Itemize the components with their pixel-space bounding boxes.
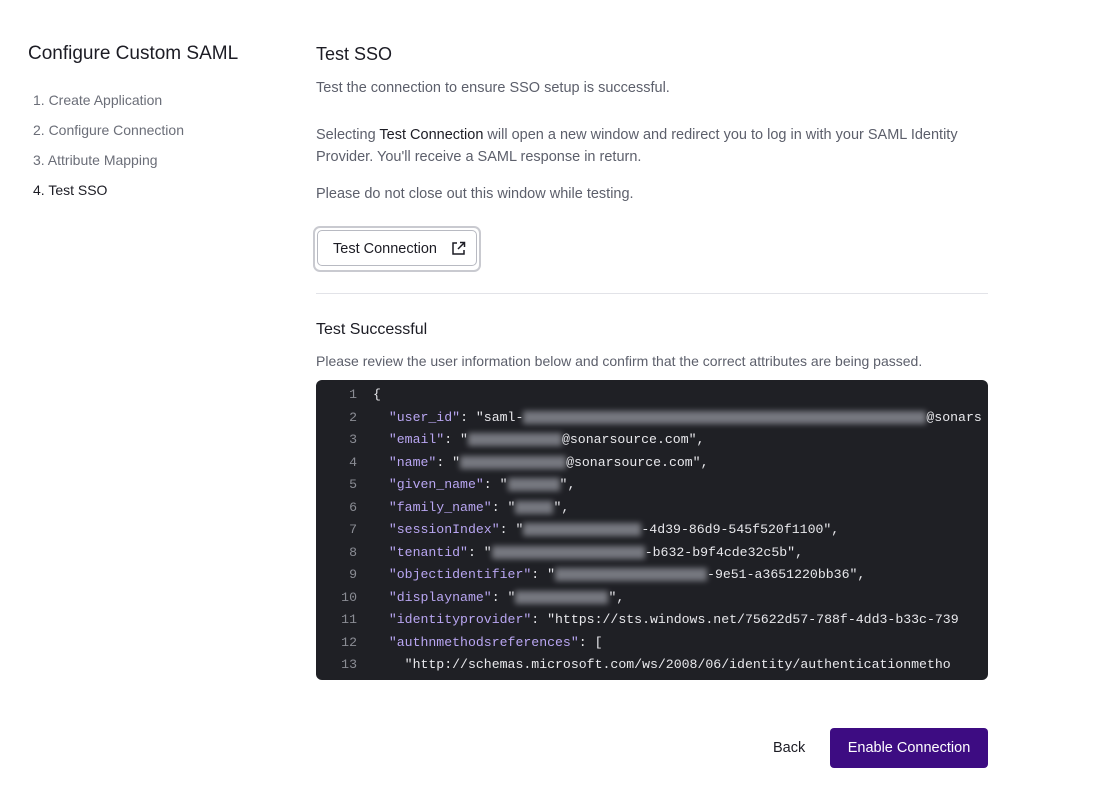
button-label: Test Connection bbox=[333, 241, 437, 257]
redacted bbox=[467, 433, 562, 447]
redacted bbox=[523, 410, 927, 424]
json-key: "sessionIndex" bbox=[373, 522, 500, 537]
json-text: -b632-b9f4cde32c5b", bbox=[644, 544, 803, 560]
json-text: : " bbox=[491, 499, 516, 515]
step-item[interactable]: 2. Configure Connection bbox=[33, 122, 184, 138]
test-connection-button[interactable]: Test Connection bbox=[317, 230, 477, 266]
line-number: 4 bbox=[349, 454, 357, 470]
description: Selecting Test Connection will open a ne… bbox=[316, 124, 996, 168]
external-link-icon bbox=[452, 241, 466, 255]
code-line: 4 "name": " @sonarsource.com", bbox=[316, 452, 988, 475]
json-text: : "https://sts.windows.net/75622d57-788f… bbox=[531, 612, 959, 627]
code-line: 7 "sessionIndex": " -4d39-86d9-545f520f11… bbox=[316, 519, 988, 542]
redacted bbox=[507, 478, 560, 492]
code-block: 1{2 "user_id": "saml- @sonars 3 "email": "… bbox=[316, 380, 988, 680]
result-title: Test Successful bbox=[316, 321, 428, 338]
json-key: "tenantid" bbox=[373, 544, 468, 560]
line-number: 6 bbox=[349, 499, 357, 515]
json-text: : " bbox=[483, 477, 508, 492]
note: Please do not close out this window whil… bbox=[316, 186, 634, 202]
json-text: ", bbox=[553, 499, 570, 515]
json-key: "user_id" bbox=[373, 409, 461, 425]
line-number: 11 bbox=[341, 612, 357, 627]
json-key: "family_name" bbox=[373, 499, 492, 515]
line-number: 1 bbox=[349, 387, 357, 402]
redacted bbox=[515, 590, 609, 604]
code-line: 11 "identityprovider": "https://sts.wind… bbox=[316, 609, 988, 632]
code-line: 5 "given_name": " ", bbox=[316, 474, 988, 497]
code-line: 10 "displayname": " ", bbox=[316, 587, 988, 610]
code-line: 9 "objectidentifier": " -9e51-a3651220bb3… bbox=[316, 564, 988, 587]
json-text: "http://schemas.microsoft.com/ws/2008/06… bbox=[373, 657, 951, 672]
text: Selecting bbox=[316, 127, 380, 143]
json-key: "given_name" bbox=[373, 477, 484, 492]
json-key: "displayname" bbox=[373, 589, 492, 605]
code-line: 2 "user_id": "saml- @sonars bbox=[316, 407, 988, 430]
json-text: -4d39-86d9-545f520f1100", bbox=[641, 522, 840, 537]
divider bbox=[316, 293, 988, 294]
json-key: "identityprovider" bbox=[373, 612, 532, 627]
json-text: { bbox=[373, 387, 381, 402]
json-text: : " bbox=[467, 544, 492, 560]
json-text: @sonarsource.com", bbox=[561, 432, 705, 447]
json-text: : " bbox=[531, 567, 556, 582]
json-text: : " bbox=[436, 454, 461, 470]
code-line: 13 "http://schemas.microsoft.com/ws/2008… bbox=[316, 654, 988, 677]
redacted bbox=[523, 523, 642, 537]
subtitle: Test the connection to ensure SSO setup … bbox=[316, 80, 670, 96]
redacted bbox=[491, 545, 645, 559]
step-item[interactable]: 3. Attribute Mapping bbox=[33, 152, 158, 168]
json-key: "authnmethodsreferences" bbox=[373, 634, 579, 650]
json-key: "name" bbox=[373, 454, 437, 470]
result-message: Please review the user information below… bbox=[316, 353, 923, 369]
line-number: 13 bbox=[341, 657, 357, 672]
back-button[interactable]: Back bbox=[773, 740, 806, 756]
code-line: 6 "family_name": " ", bbox=[316, 497, 988, 520]
code-line: 8 "tenantid": " -b632-b9f4cde32c5b", bbox=[316, 542, 988, 565]
line-number: 8 bbox=[349, 544, 357, 560]
line-number: 7 bbox=[349, 522, 357, 537]
json-key: "objectidentifier" bbox=[373, 567, 532, 582]
json-text: ", bbox=[608, 589, 625, 605]
json-text: : [ bbox=[578, 634, 603, 650]
json-text: : " bbox=[444, 432, 468, 447]
line-number: 3 bbox=[349, 432, 357, 447]
redacted bbox=[460, 455, 567, 469]
code-line: 3 "email": " @sonarsource.com", bbox=[316, 429, 988, 452]
enable-connection-button[interactable]: Enable Connection bbox=[830, 728, 988, 768]
line-number: 5 bbox=[349, 477, 357, 492]
text: will open a new window and redirect you … bbox=[316, 127, 958, 165]
redacted bbox=[555, 568, 708, 582]
line-number: 12 bbox=[341, 634, 357, 650]
focus-ring bbox=[313, 226, 481, 272]
code-line: 12 "authnmethodsreferences": [ bbox=[316, 632, 988, 655]
code-line: 1{ bbox=[316, 384, 988, 407]
json-text: ", bbox=[559, 477, 576, 492]
json-key: "email" bbox=[373, 432, 445, 447]
line-number: 9 bbox=[349, 567, 357, 582]
line-number: 10 bbox=[341, 589, 357, 605]
step-item[interactable]: 4. Test SSO bbox=[33, 182, 108, 198]
json-text: -9e51-a3651220bb36", bbox=[707, 567, 866, 582]
json-text: : "saml- bbox=[460, 409, 524, 425]
step-item[interactable]: 1. Create Application bbox=[33, 92, 163, 108]
json-text: @sonars bbox=[926, 409, 982, 425]
page-title: Test SSO bbox=[316, 44, 393, 64]
sidebar-title: Configure Custom SAML bbox=[28, 43, 239, 64]
line-number: 2 bbox=[349, 409, 357, 425]
json-text: : " bbox=[499, 522, 524, 537]
emphasis: Test Connection bbox=[379, 127, 484, 143]
json-text: : " bbox=[491, 589, 516, 605]
json-text: @sonarsource.com", bbox=[566, 454, 709, 470]
redacted bbox=[515, 500, 554, 514]
